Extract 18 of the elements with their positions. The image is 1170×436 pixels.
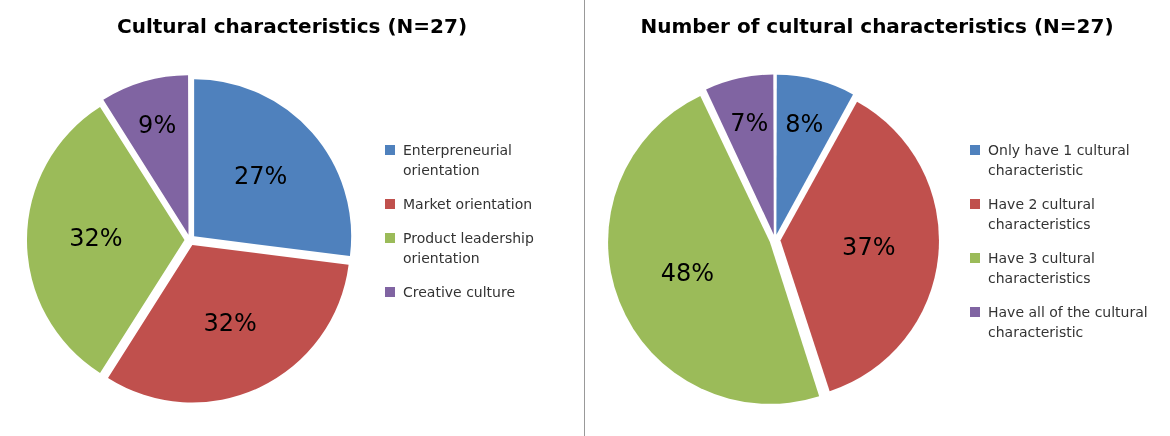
legend-label: Have 2 cultural characteristics: [988, 195, 1096, 234]
data-label: 32%: [203, 309, 257, 338]
chart-title: Number of cultural characteristics (N=27): [639, 14, 1115, 38]
data-label: 8%: [785, 110, 824, 139]
data-label: 7%: [730, 109, 769, 138]
chart-title: Cultural characteristics (N=27): [115, 14, 469, 38]
data-label: 27%: [233, 161, 288, 190]
data-label: 9%: [138, 111, 177, 140]
legend-label: Product leadership orientation: [403, 229, 535, 268]
data-label: 48%: [660, 258, 715, 287]
legend-label: Have all of the cultural characteristic: [988, 303, 1149, 342]
data-label: 37%: [842, 233, 896, 262]
data-label: 32%: [69, 224, 123, 253]
legend-label: Have 3 cultural characteristics: [988, 249, 1096, 288]
legend-label: Enterpreneurial orientation: [403, 141, 513, 180]
legend-label: Only have 1 cultural characteristic: [988, 141, 1131, 180]
legend-label: Market orientation: [403, 195, 533, 214]
legend-label: Creative culture: [403, 283, 516, 302]
